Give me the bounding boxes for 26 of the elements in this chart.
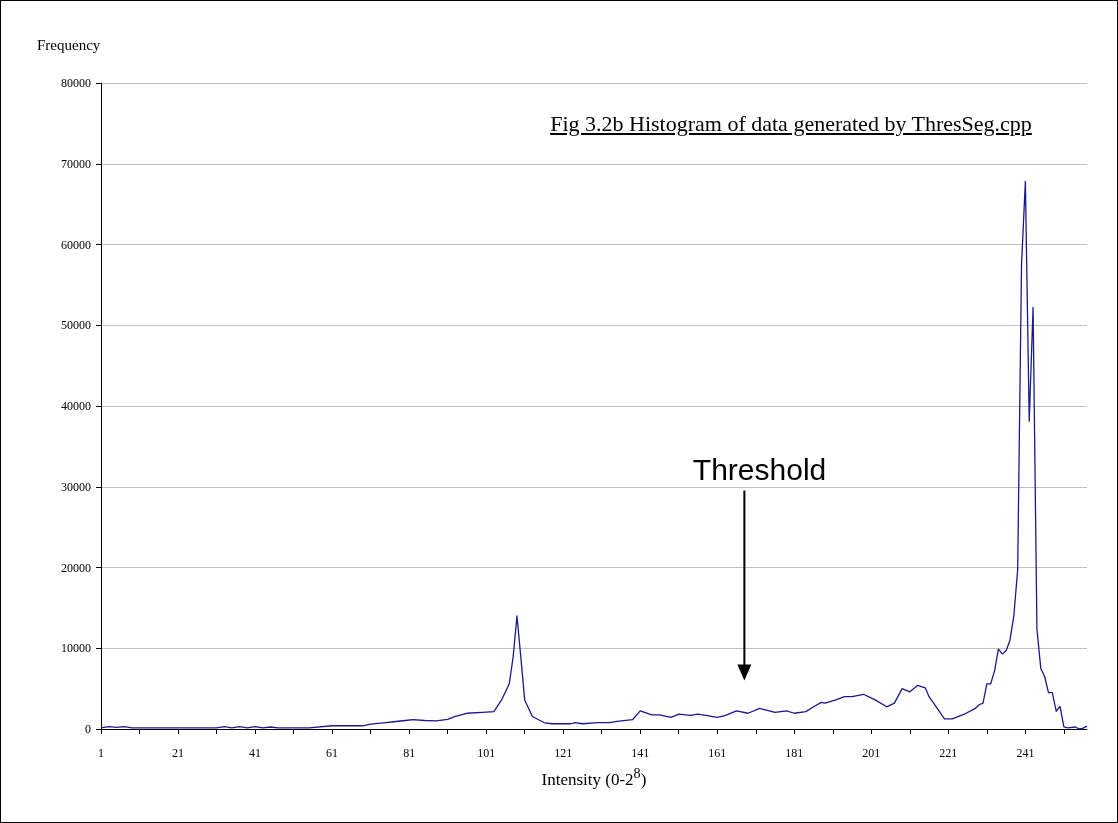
x-tick-label: 81 (403, 746, 416, 760)
text: Fig 3.2b Histogram of data generated by ThresSeg.cpp (550, 111, 1032, 137)
y-tick-label: 70000 (61, 156, 91, 171)
x-axis-title: Intensity (0-2$^{8}$) (541, 765, 647, 790)
y-tick-label: 50000 (61, 318, 91, 333)
x-tick-label: 181 (785, 746, 804, 760)
x-tick-label: 141 (631, 746, 650, 760)
x-tick-label: 41 (249, 746, 262, 760)
x-tick-label: 101 (477, 746, 496, 760)
y-tick-label: 80000 (61, 76, 91, 90)
x-tick-label: 241 (1016, 746, 1035, 760)
y-tick-label: 0 (85, 722, 91, 736)
x-tick-label: 1 (98, 746, 104, 760)
y-tick-label: 30000 (61, 479, 91, 494)
x-tick-label: 61 (326, 746, 339, 760)
x-tick-label: 121 (554, 746, 573, 760)
x-tick-label: 201 (862, 746, 881, 760)
y-tick-label: 10000 (61, 641, 91, 656)
x-tick-label: 221 (939, 746, 958, 760)
y-axis-title: Frequency (37, 37, 101, 54)
annotation: Threshold (692, 452, 827, 487)
y-tick-label: 20000 (61, 560, 91, 575)
y-tick-label: 60000 (61, 237, 91, 252)
y-tick-label: 40000 (61, 399, 91, 413)
x-tick-label: 161 (708, 746, 727, 760)
x-tick-label: 21 (172, 746, 185, 760)
